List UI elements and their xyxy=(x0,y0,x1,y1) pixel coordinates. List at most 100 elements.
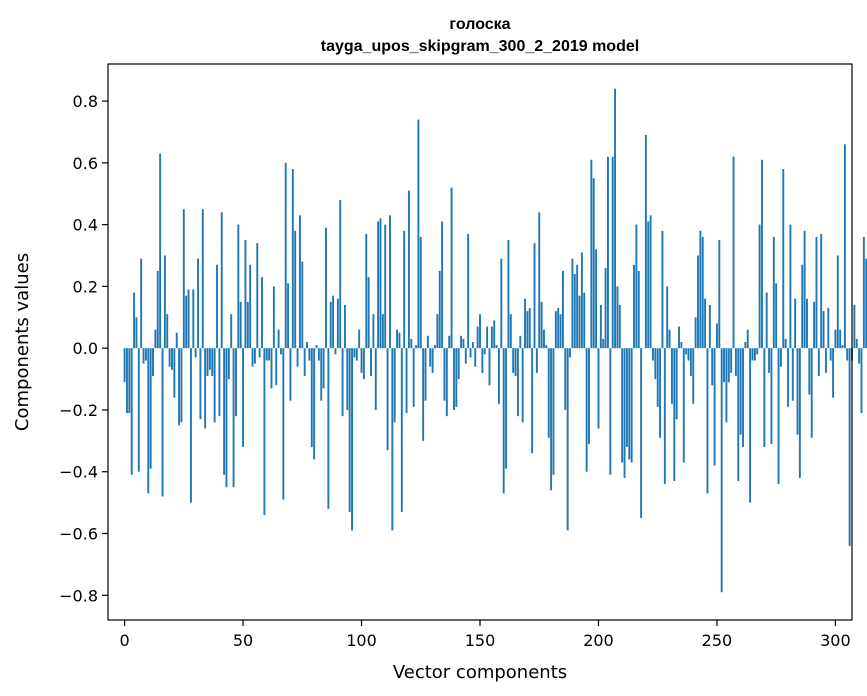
bar xyxy=(175,332,178,349)
bar xyxy=(474,348,477,367)
bar xyxy=(144,348,147,361)
bar xyxy=(644,135,647,349)
bar xyxy=(244,240,247,349)
bar xyxy=(566,348,569,531)
bar xyxy=(253,348,256,364)
bar xyxy=(604,267,607,349)
bar xyxy=(396,329,399,349)
bar xyxy=(801,264,804,349)
bar xyxy=(633,264,635,349)
bar xyxy=(493,320,496,349)
bar xyxy=(725,348,728,423)
bar xyxy=(189,348,192,503)
bar xyxy=(824,348,827,373)
bar xyxy=(377,221,380,349)
bar xyxy=(424,348,427,401)
bar xyxy=(249,264,252,349)
bar xyxy=(365,233,368,349)
bar xyxy=(204,348,207,429)
bar xyxy=(806,298,808,349)
bar xyxy=(817,348,820,376)
bar xyxy=(261,277,263,349)
bar xyxy=(614,88,617,349)
bar xyxy=(391,348,394,531)
y-tick-label: 0.0 xyxy=(73,339,98,358)
bar xyxy=(656,348,659,407)
bar xyxy=(216,264,218,349)
bar xyxy=(789,224,792,349)
bar xyxy=(678,326,680,349)
bar xyxy=(488,348,491,386)
bar xyxy=(597,348,600,429)
bar xyxy=(431,348,434,373)
bar xyxy=(351,348,353,531)
bar xyxy=(588,348,590,444)
bar xyxy=(692,348,695,404)
bar xyxy=(270,348,273,389)
bar xyxy=(535,348,538,373)
bar xyxy=(820,233,823,349)
bar xyxy=(512,348,515,373)
bar xyxy=(450,187,453,349)
bar xyxy=(381,314,384,349)
bar xyxy=(649,215,652,349)
bar xyxy=(751,348,754,361)
bar xyxy=(419,236,422,349)
bar xyxy=(737,348,740,481)
bar xyxy=(161,348,164,497)
bar xyxy=(346,348,349,410)
bar xyxy=(742,348,744,448)
bar xyxy=(422,348,425,441)
bar xyxy=(206,348,209,376)
bar xyxy=(547,348,550,438)
bar xyxy=(846,348,849,361)
bar xyxy=(194,348,197,358)
bar xyxy=(327,348,330,509)
bar xyxy=(763,348,766,448)
bar xyxy=(803,230,806,349)
bar xyxy=(301,261,304,349)
x-tick-label: 150 xyxy=(465,631,496,650)
bar xyxy=(791,348,794,401)
bar xyxy=(258,348,261,358)
bar xyxy=(403,230,406,349)
bar xyxy=(218,348,221,417)
bar xyxy=(765,292,768,349)
bar xyxy=(779,348,782,367)
bar xyxy=(398,332,401,349)
bar xyxy=(133,292,136,349)
bar xyxy=(524,298,526,349)
bar xyxy=(296,348,299,367)
bar xyxy=(621,348,624,463)
bar xyxy=(201,209,204,349)
bar xyxy=(379,218,382,349)
bar xyxy=(152,348,154,376)
bar xyxy=(294,230,297,349)
bar xyxy=(448,335,451,349)
bar xyxy=(452,348,455,410)
bar xyxy=(322,348,325,389)
chart-subtitle: tayga_upos_skipgram_300_2_2019 model xyxy=(321,38,639,55)
bar xyxy=(405,348,408,414)
bar xyxy=(822,311,825,349)
bar xyxy=(407,190,410,349)
x-tick-label: 300 xyxy=(820,631,851,650)
bar xyxy=(315,345,318,349)
bar xyxy=(720,348,723,593)
bar xyxy=(865,258,867,349)
bar xyxy=(185,295,188,349)
bar xyxy=(611,156,614,349)
bar xyxy=(543,329,545,349)
bar xyxy=(140,258,143,349)
bar xyxy=(715,323,718,349)
bar xyxy=(554,311,557,349)
bar xyxy=(313,348,316,460)
bar xyxy=(625,348,628,448)
bar xyxy=(126,348,128,414)
bar xyxy=(370,348,372,376)
y-tick-label: −0.2 xyxy=(59,401,98,420)
bar xyxy=(445,348,448,417)
bar xyxy=(772,236,775,349)
bar xyxy=(308,348,311,361)
bar xyxy=(429,348,432,367)
